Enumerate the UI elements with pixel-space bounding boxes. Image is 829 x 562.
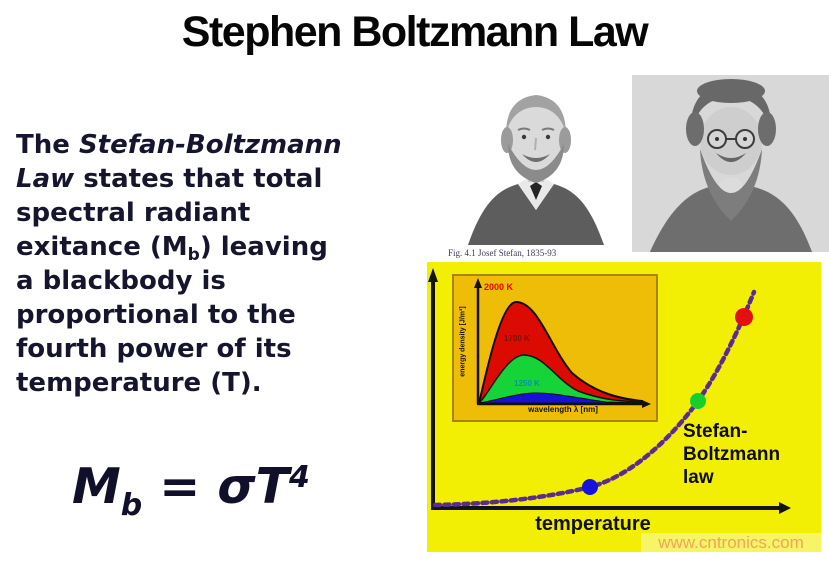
- stefan-boltzmann-law-annotation: Stefan- Boltzmann law: [683, 420, 813, 489]
- watermark: www.cntronics.com: [641, 533, 821, 552]
- figure-panel: 2000 K 1700 K 1250 K wavelength λ [nm] e…: [427, 262, 821, 552]
- body-line: Law states that total: [16, 162, 426, 196]
- body-line: The Stefan-Boltzmann: [16, 128, 426, 162]
- body-line: a blackbody is: [16, 266, 226, 296]
- stefan-boltzmann-formula: Mb = σT4: [72, 458, 310, 521]
- spectrum-label-2000K: 2000 K: [484, 282, 514, 292]
- portrait-josef-stefan: [438, 82, 634, 245]
- slide-title: Stephen Boltzmann Law: [181, 8, 649, 56]
- inset-y-arrowhead: [474, 278, 482, 288]
- annotation-line: law: [683, 467, 714, 488]
- formula-exponent-4: 4: [289, 460, 310, 495]
- spectrum-label-1700K: 1700 K: [504, 334, 530, 343]
- formula-symbol-M: M: [72, 458, 121, 515]
- body-line: exitance (Mb) leaving: [16, 230, 426, 264]
- data-point-blue: [582, 479, 598, 495]
- body-text-run: exitance (M: [16, 232, 188, 262]
- body-text-run: ) leaving: [199, 232, 328, 262]
- x-axis-arrowhead: [779, 502, 791, 514]
- annotation-line: Boltzmann: [683, 444, 781, 465]
- body-text-italic: Law: [16, 164, 75, 194]
- stefan-portrait-caption: Fig. 4.1 Josef Stefan, 1835-93: [448, 248, 557, 258]
- spectrum-curve-1250K: [478, 392, 631, 404]
- subscript-b: b: [187, 245, 200, 265]
- boltzmann-photo: [650, 79, 812, 252]
- data-point-red: [735, 308, 753, 326]
- body-text-italic: Stefan-Boltzmann: [78, 130, 342, 160]
- inset-x-axis-label: wavelength λ [nm]: [528, 405, 598, 414]
- body-line: temperature (T).: [16, 368, 262, 398]
- blackbody-spectrum-inset: 2000 K 1700 K 1250 K wavelength λ [nm] e…: [452, 274, 658, 422]
- body-paragraph: The Stefan-Boltzmann Law states that tot…: [16, 128, 426, 400]
- formula-subscript-b: b: [120, 488, 143, 523]
- portrait-ludwig-boltzmann: [632, 75, 829, 252]
- inset-y-axis-label: energy density [J/m³]: [459, 306, 467, 377]
- body-text-run: states that total: [74, 164, 323, 194]
- body-line: proportional to the: [16, 300, 296, 330]
- stefan-engraving: [468, 95, 604, 245]
- body-line: spectral radiant: [16, 198, 251, 228]
- y-axis-arrowhead: [428, 268, 438, 282]
- spectrum-label-1250K: 1250 K: [514, 379, 540, 388]
- data-point-green: [690, 393, 706, 409]
- spectrum-curves: [474, 278, 651, 408]
- body-line: fourth power of its: [16, 334, 292, 364]
- inset-x-arrowhead: [642, 400, 651, 408]
- body-text-run: The: [16, 130, 79, 160]
- t4-dashed-curve: [432, 289, 757, 508]
- temperature-curve-chart: [428, 268, 791, 514]
- annotation-line: Stefan-: [683, 421, 748, 442]
- spectrum-curve-1700K: [476, 354, 641, 404]
- temperature-axis-label: temperature: [535, 513, 651, 535]
- formula-sigma-T: = σT: [142, 458, 290, 515]
